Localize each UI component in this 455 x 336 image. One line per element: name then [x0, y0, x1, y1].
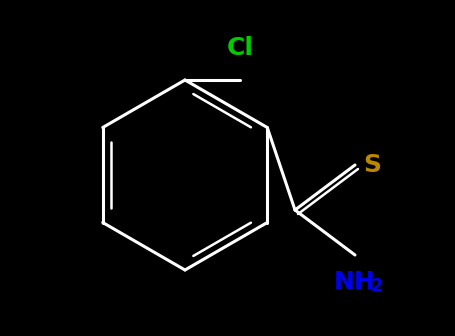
Text: Cl: Cl	[227, 36, 253, 60]
Text: NH: NH	[334, 270, 376, 294]
Text: 2: 2	[371, 277, 383, 295]
Text: S: S	[363, 153, 381, 177]
